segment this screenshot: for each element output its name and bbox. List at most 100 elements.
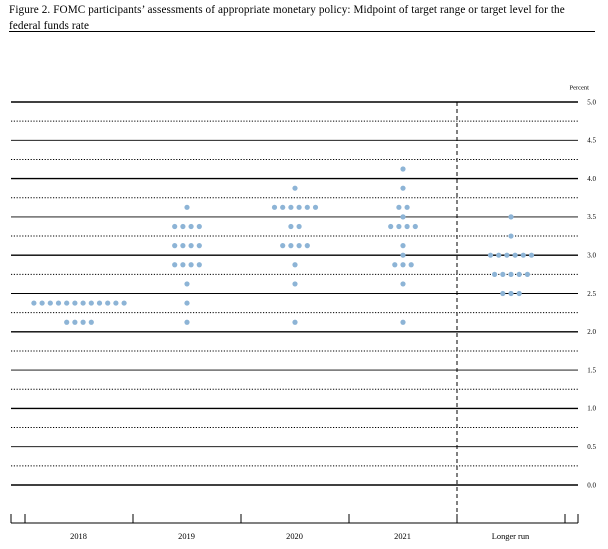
- participant-dot: [180, 262, 186, 268]
- x-tick-label: 2020: [286, 532, 303, 541]
- participant-dot: [516, 290, 522, 297]
- participant-dot: [396, 223, 402, 230]
- participant-dot: [392, 262, 398, 268]
- participant-dot: [288, 243, 294, 249]
- participant-dot: [288, 204, 294, 210]
- participant-dot: [504, 252, 510, 258]
- gridlines: [11, 101, 578, 486]
- participant-dot: [184, 281, 190, 287]
- participant-dot: [188, 243, 194, 249]
- participant-dot: [188, 262, 194, 268]
- participant-dot: [492, 271, 498, 277]
- participant-dot: [180, 223, 186, 230]
- participant-dot: [500, 271, 506, 277]
- participant-dot: [408, 262, 414, 268]
- participant-dot: [508, 214, 514, 220]
- participant-dot: [280, 204, 286, 210]
- x-tick-label: 2018: [70, 532, 87, 541]
- participant-dot: [400, 214, 406, 220]
- participant-dot: [400, 243, 406, 249]
- participant-dot: [512, 252, 518, 258]
- y-tick-labels: 0.0 0.5 1.0 1.5 2.0 2.5 3.0 3.5 4.0 4.5 5.0: [587, 98, 596, 489]
- participant-dot: [196, 262, 202, 268]
- participant-dot: [296, 223, 302, 230]
- participant-dot: [528, 252, 535, 258]
- participant-dot: [400, 281, 406, 287]
- participant-dot: [404, 223, 410, 230]
- participant-dot: [196, 243, 202, 249]
- participant-dot: [72, 319, 78, 325]
- participant-dot: [64, 319, 70, 325]
- y-tick-label: 4.5: [587, 137, 596, 145]
- participant-dot: [196, 223, 202, 230]
- participant-dot: [172, 223, 178, 230]
- participant-dot: [296, 243, 302, 249]
- participant-dot: [396, 204, 402, 210]
- participant-dot: [88, 319, 94, 325]
- participant-dot: [304, 243, 310, 249]
- x-axis: 2018 2019 2020 2021 Longer run: [10, 514, 579, 541]
- participant-dot: [400, 262, 406, 268]
- y-tick-label: 4.0: [587, 175, 596, 183]
- participant-dot: [292, 185, 298, 191]
- y-tick-label: 2.5: [587, 290, 596, 298]
- participant-dot: [304, 204, 310, 210]
- participant-dot: [113, 300, 119, 306]
- figure-title: Figure 2. FOMC participants’ assessments…: [9, 4, 565, 32]
- participant-dot: [31, 300, 37, 306]
- y-tick-label: 1.5: [587, 366, 596, 374]
- x-tick-label: 2021: [394, 532, 411, 541]
- participant-dot: [400, 252, 406, 258]
- participant-dot: [180, 243, 186, 249]
- participant-dot: [292, 281, 298, 287]
- participant-dot: [520, 252, 526, 258]
- y-tick-label: 3.5: [587, 213, 596, 221]
- participant-dot: [508, 271, 514, 277]
- participant-dot: [296, 204, 302, 210]
- participant-dot: [524, 271, 531, 277]
- participant-dot: [39, 300, 45, 306]
- y-tick-label: 2.0: [587, 328, 596, 336]
- participant-dot: [88, 300, 94, 306]
- participant-dot: [404, 204, 410, 210]
- participant-dot: [516, 271, 522, 277]
- participant-dot: [121, 300, 127, 306]
- participant-dot: [55, 300, 62, 306]
- participant-dot: [288, 223, 294, 230]
- y-tick-label: 5.0: [587, 98, 596, 106]
- participant-dot: [496, 252, 502, 258]
- participant-dot: [312, 204, 319, 210]
- participant-dot: [105, 300, 111, 306]
- participant-dot: [72, 300, 78, 306]
- y-tick-label: 3.0: [587, 252, 596, 260]
- participant-dot: [280, 243, 286, 249]
- participant-dot: [184, 300, 190, 306]
- participant-dot: [388, 223, 394, 230]
- participant-dot: [188, 223, 194, 230]
- participant-dot: [508, 233, 514, 239]
- participant-dot: [80, 319, 86, 325]
- participant-dots: [31, 166, 535, 325]
- participant-dot: [400, 319, 406, 325]
- participant-dot: [96, 300, 103, 306]
- participant-dot: [184, 319, 190, 325]
- participant-dot: [184, 204, 190, 210]
- title-underline: [9, 31, 595, 32]
- participant-dot: [508, 290, 514, 297]
- participant-dot: [292, 262, 298, 268]
- participant-dot: [292, 319, 298, 325]
- x-tick-label: Longer run: [492, 532, 530, 541]
- participant-dot: [271, 204, 278, 210]
- y-unit-label: Percent: [570, 85, 590, 92]
- participant-dot: [400, 185, 406, 191]
- y-tick-label: 0.5: [587, 443, 596, 451]
- participant-dot: [64, 300, 70, 306]
- participant-dot: [487, 252, 494, 258]
- participant-dot: [500, 290, 506, 297]
- participant-dot: [80, 300, 86, 306]
- participant-dot: [412, 223, 418, 230]
- y-tick-label: 0.0: [587, 481, 596, 489]
- y-tick-label: 1.0: [587, 405, 596, 413]
- participant-dot: [400, 166, 406, 172]
